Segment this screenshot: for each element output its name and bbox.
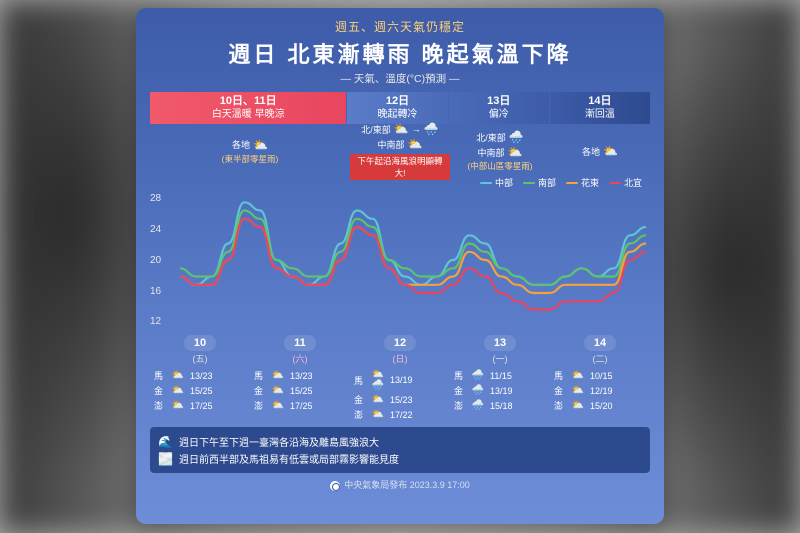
wx-col-1: 北/東部⛅→🌧️ 中南部⛅ 下午起沿海風浪明顯轉大! <box>350 128 450 174</box>
cloud-icon: ⛅ <box>394 122 409 136</box>
island-row: 馬⛅13/23 <box>154 369 246 382</box>
legend-swatch <box>566 182 578 185</box>
plot-area <box>180 194 646 326</box>
cwb-logo-icon <box>330 481 340 491</box>
weather-icons-row: 各地⛅ (東半部零星雨) 北/東部⛅→🌧️ 中南部⛅ 下午起沿海風浪明顯轉大! … <box>150 128 650 174</box>
sun-cloud-icon: ⛅ <box>408 137 423 151</box>
weather-icon: ⛅ <box>269 400 287 411</box>
legend-south: 南部 <box>523 176 556 189</box>
island-row: 澎⛅17/25 <box>154 399 246 412</box>
date-col: 13(一) <box>450 333 550 365</box>
rain-icon: 🌧️ <box>509 130 524 144</box>
legend-swatch <box>523 182 535 185</box>
island-row: 金⛅15/25 <box>154 384 246 397</box>
wx-col-0: 各地⛅ (東半部零星雨) <box>150 128 350 174</box>
date-col: 10(五) <box>150 333 250 365</box>
legend-swatch <box>609 182 621 185</box>
island-row: 澎⛅17/22 <box>354 408 446 421</box>
line-chart: 28 24 20 16 12 <box>150 191 650 329</box>
day-of-week: (一) <box>450 352 550 365</box>
banner-wind-wave: 🌊週日下午至下週一臺灣各沿海及離島風強浪大 <box>158 434 642 449</box>
weather-icon: ⛅ <box>169 400 187 411</box>
weather-icon: ⛅ <box>169 385 187 396</box>
sun-cloud-icon: ⛅ <box>603 144 618 158</box>
sun-cloud-icon: ⛅ <box>508 145 523 159</box>
legend-central: 中部 <box>480 176 513 189</box>
subtitle: — 天氣、溫度(°C)預測 — <box>150 71 650 86</box>
fog-icon: 🌫️ <box>158 452 173 466</box>
wx-col-3: 各地⛅ <box>550 128 650 174</box>
topline-text: 週五、週六天氣仍穩定 <box>150 18 650 35</box>
tab-day-10-11: 10日、11日 白天溫暖 早晚涼 <box>150 92 346 124</box>
weather-icon: ⛅ <box>369 409 387 420</box>
warning-banners: 🌊週日下午至下週一臺灣各沿海及離島風強浪大 🌫️週日前西半部及馬祖易有低雲或局部… <box>150 427 650 473</box>
y-axis-labels: 28 24 20 16 12 <box>150 191 178 329</box>
legend-east: 花東 <box>566 176 599 189</box>
island-col: 馬⛅🌧️13/19 金⛅15/23 澎⛅17/22 <box>350 369 450 421</box>
island-row: 金⛅15/25 <box>254 384 346 397</box>
wx-col-2: 北/東部🌧️ 中南部⛅ (中部山區零星雨) <box>450 128 550 174</box>
main-title: 週日 北東漸轉雨 晚起氣溫下降 <box>150 37 650 69</box>
island-row: 澎⛅15/20 <box>554 399 646 412</box>
legend-swatch <box>480 182 492 185</box>
legend-north: 北宜 <box>609 176 642 189</box>
weather-icon: ⛅ <box>169 370 187 381</box>
banner-fog: 🌫️週日前西半部及馬祖易有低雲或局部霧影響能見度 <box>158 451 642 466</box>
island-row: 馬⛅🌧️13/19 <box>354 369 446 391</box>
island-col: 馬⛅10/15 金⛅12/19 澎⛅15/20 <box>550 369 650 421</box>
weather-icon: ⛅ <box>569 400 587 411</box>
date-badges: 10(五)11(六)12(日)13(一)14(二) <box>150 333 650 365</box>
day-of-week: (日) <box>350 352 450 365</box>
weather-icon: ⛅ <box>369 394 387 405</box>
rain-icon: 🌧️ <box>424 122 439 136</box>
island-col: 馬⛅13/23 金⛅15/25 澎⛅17/25 <box>250 369 350 421</box>
sun-cloud-icon: ⛅ <box>253 138 268 152</box>
island-col: 馬⛅13/23 金⛅15/25 澎⛅17/25 <box>150 369 250 421</box>
tab-day-12: 12日 晚起轉冷 <box>347 92 447 124</box>
date-tabs: 10日、11日 白天溫暖 早晚涼 12日 晚起轉冷 13日 偏冷 14日 漸回溫 <box>150 92 650 124</box>
weather-icon: 🌧️ <box>469 385 487 396</box>
weather-icon: ⛅🌧️ <box>369 369 387 391</box>
day-of-week: (二) <box>550 352 650 365</box>
wind-warn-badge: 下午起沿海風浪明顯轉大! <box>350 154 450 180</box>
weather-icon: 🌧️ <box>469 400 487 411</box>
island-row: 金⛅12/19 <box>554 384 646 397</box>
date-col: 11(六) <box>250 333 350 365</box>
date-badge: 10 <box>184 335 216 351</box>
island-row: 澎⛅17/25 <box>254 399 346 412</box>
weather-icon: ⛅ <box>569 385 587 396</box>
tab-day-13: 13日 偏冷 <box>449 92 549 124</box>
weather-icon: 🌧️ <box>469 370 487 381</box>
date-badge: 14 <box>584 335 616 351</box>
day-of-week: (五) <box>150 352 250 365</box>
island-row: 馬🌧️11/15 <box>454 369 546 382</box>
date-col: 12(日) <box>350 333 450 365</box>
tab-day-14: 14日 漸回溫 <box>550 92 650 124</box>
island-row: 馬⛅13/23 <box>254 369 346 382</box>
outlying-islands: 馬⛅13/23 金⛅15/25 澎⛅17/25 馬⛅13/23 金⛅15/25 澎⛅17/… <box>150 369 650 421</box>
footer-credit: 中央氣象局發布 2023.3.9 17:00 <box>150 478 650 491</box>
date-badge: 13 <box>484 335 516 351</box>
day-of-week: (六) <box>250 352 350 365</box>
weather-icon: ⛅ <box>269 370 287 381</box>
island-row: 金🌧️13/19 <box>454 384 546 397</box>
weather-icon: ⛅ <box>569 370 587 381</box>
date-badge: 12 <box>384 335 416 351</box>
forecast-card: 週五、週六天氣仍穩定 週日 北東漸轉雨 晚起氣溫下降 — 天氣、溫度(°C)預測… <box>136 8 664 524</box>
date-col: 14(二) <box>550 333 650 365</box>
date-badge: 11 <box>284 335 316 351</box>
island-col: 馬🌧️11/15 金🌧️13/19 澎🌧️15/18 <box>450 369 550 421</box>
island-row: 澎🌧️15/18 <box>454 399 546 412</box>
island-row: 金⛅15/23 <box>354 393 446 406</box>
weather-icon: ⛅ <box>269 385 287 396</box>
wave-icon: 🌊 <box>158 435 173 449</box>
island-row: 馬⛅10/15 <box>554 369 646 382</box>
